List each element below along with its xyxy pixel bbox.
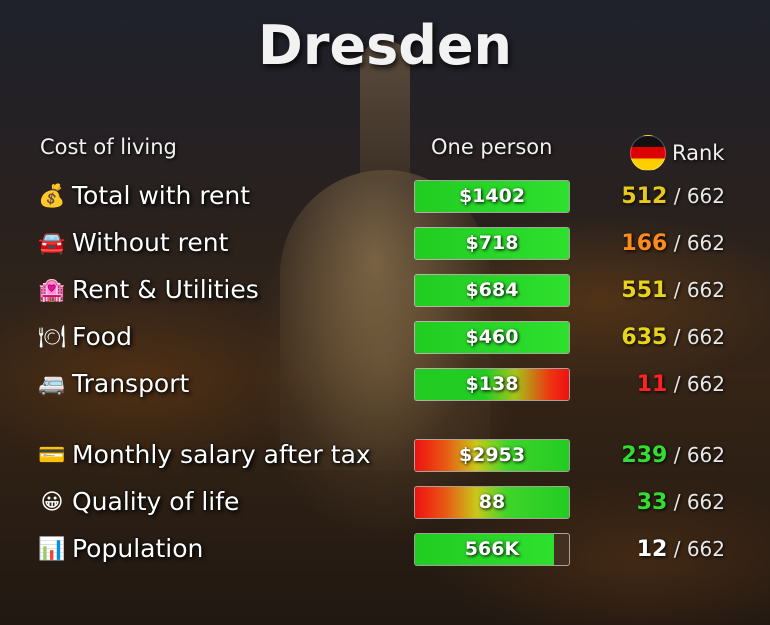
rank-value: 239 bbox=[621, 443, 668, 468]
rank-value: 166 bbox=[621, 231, 668, 256]
rank-cell: 635 / 662 bbox=[600, 325, 725, 350]
smiley-icon: 😀 bbox=[40, 490, 64, 515]
rank-total: / 662 bbox=[667, 443, 725, 467]
header-one-person: One person bbox=[431, 135, 553, 159]
value-text: $718 bbox=[465, 232, 519, 254]
stat-label: Monthly salary after tax bbox=[72, 440, 371, 469]
value-bar-fill bbox=[415, 487, 569, 518]
bus-icon: 🚐 bbox=[38, 372, 66, 397]
rank-value: 635 bbox=[621, 325, 668, 350]
stat-row: 📊 Population 566K 12 / 662 bbox=[0, 530, 770, 570]
value-bar: 88 bbox=[414, 486, 570, 519]
stat-label: Transport bbox=[72, 369, 190, 398]
rank-value: 33 bbox=[636, 490, 668, 515]
stat-label: Rent & Utilities bbox=[72, 275, 259, 304]
stat-row: 🍽 Food $460 635 / 662 bbox=[0, 318, 770, 358]
stat-label: Total with rent bbox=[72, 181, 251, 210]
value-text: $138 bbox=[465, 373, 519, 395]
header-rank: Rank bbox=[630, 135, 724, 171]
rank-value: 512 bbox=[621, 184, 668, 209]
rank-total: / 662 bbox=[667, 184, 725, 208]
rank-cell: 512 / 662 bbox=[600, 184, 725, 209]
value-bar-fill bbox=[415, 322, 569, 353]
rank-cell: 11 / 662 bbox=[600, 372, 725, 397]
rank-total: / 662 bbox=[667, 490, 725, 514]
value-bar: $138 bbox=[414, 368, 570, 401]
value-bar-fill bbox=[415, 228, 569, 259]
rank-total: / 662 bbox=[667, 231, 725, 255]
value-text: $2953 bbox=[458, 444, 526, 466]
value-bar-fill bbox=[415, 534, 554, 565]
church-dome-silhouette bbox=[280, 170, 490, 470]
credit-card-icon: 💳 bbox=[38, 443, 66, 468]
stat-label: Food bbox=[72, 322, 132, 351]
plate-icon: 🍽 bbox=[38, 325, 66, 350]
stat-row: 🚘 Without rent $718 166 / 662 bbox=[0, 224, 770, 264]
stat-label: Population bbox=[72, 534, 204, 563]
stat-row: 🏩 Rent & Utilities $684 551 / 662 bbox=[0, 271, 770, 311]
chart-icon: 📊 bbox=[38, 537, 66, 562]
value-bar: 566K bbox=[414, 533, 570, 566]
value-bar-fill bbox=[415, 275, 569, 306]
money-bag-icon: 💰 bbox=[38, 184, 66, 209]
value-text: 88 bbox=[478, 491, 506, 513]
stat-row: 💳 Monthly salary after tax $2953 239 / 662 bbox=[0, 436, 770, 476]
car-icon: 🚘 bbox=[38, 231, 66, 256]
stat-label: Without rent bbox=[72, 228, 229, 257]
stat-row: 💰 Total with rent $1402 512 / 662 bbox=[0, 177, 770, 217]
value-text: 566K bbox=[464, 538, 520, 560]
value-bar: $718 bbox=[414, 227, 570, 260]
value-bar-fill bbox=[415, 440, 569, 471]
stat-label: Quality of life bbox=[72, 487, 240, 516]
germany-flag-icon bbox=[630, 135, 666, 171]
rank-total: / 662 bbox=[667, 278, 725, 302]
rank-total: / 662 bbox=[667, 372, 725, 396]
value-bar-fill bbox=[415, 369, 569, 400]
value-bar: $460 bbox=[414, 321, 570, 354]
rank-value: 12 bbox=[636, 537, 668, 562]
city-title: Dresden bbox=[258, 14, 512, 77]
value-bar-fill bbox=[415, 181, 569, 212]
value-bar: $2953 bbox=[414, 439, 570, 472]
value-text: $460 bbox=[465, 326, 519, 348]
church-tower-silhouette bbox=[360, 40, 410, 180]
header-cost-of-living: Cost of living bbox=[40, 135, 177, 159]
header-rank-label: Rank bbox=[672, 141, 725, 165]
rank-total: / 662 bbox=[667, 325, 725, 349]
value-text: $1402 bbox=[458, 185, 526, 207]
rank-cell: 12 / 662 bbox=[600, 537, 725, 562]
rank-cell: 33 / 662 bbox=[600, 490, 725, 515]
rank-value: 551 bbox=[621, 278, 668, 303]
rank-value: 11 bbox=[636, 372, 668, 397]
value-bar: $684 bbox=[414, 274, 570, 307]
rank-total: / 662 bbox=[667, 537, 725, 561]
stat-row: 😀 Quality of life 88 33 / 662 bbox=[0, 483, 770, 523]
value-bar: $1402 bbox=[414, 180, 570, 213]
value-text: $684 bbox=[465, 279, 519, 301]
rank-cell: 166 / 662 bbox=[600, 231, 725, 256]
rank-cell: 239 / 662 bbox=[600, 443, 725, 468]
building-icon: 🏩 bbox=[38, 278, 66, 303]
stat-row: 🚐 Transport $138 11 / 662 bbox=[0, 365, 770, 405]
rank-cell: 551 / 662 bbox=[600, 278, 725, 303]
